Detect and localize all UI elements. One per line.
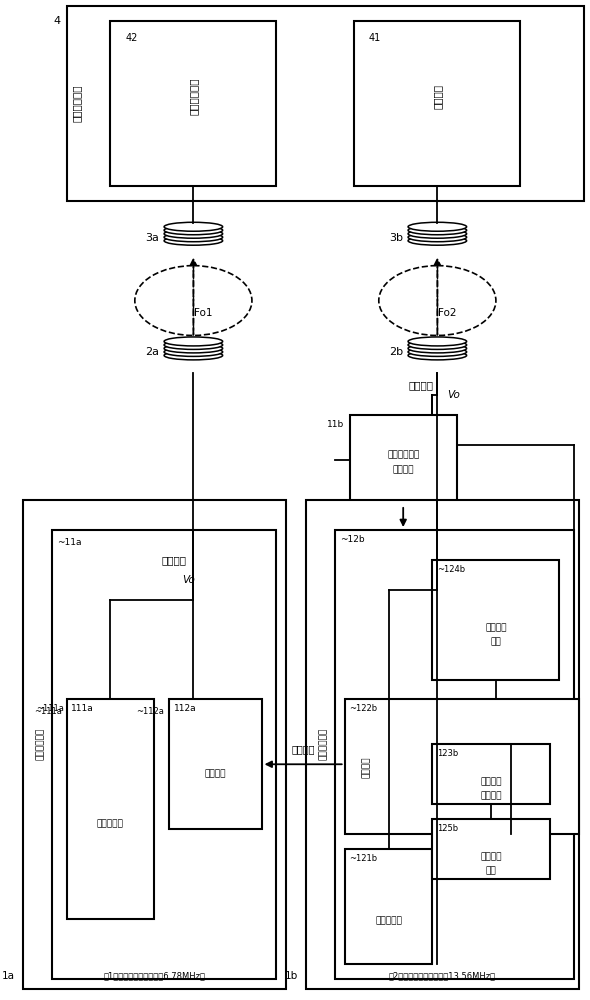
Text: ~11a: ~11a — [57, 538, 81, 547]
Ellipse shape — [164, 340, 222, 349]
Ellipse shape — [164, 337, 222, 346]
FancyBboxPatch shape — [345, 699, 579, 834]
Text: ~112a: ~112a — [136, 707, 164, 716]
Text: 4: 4 — [53, 16, 60, 26]
Text: Fo1: Fo1 — [194, 308, 212, 318]
Text: ~12b: ~12b — [340, 535, 365, 544]
FancyBboxPatch shape — [22, 500, 286, 989]
Text: 控制模式: 控制模式 — [480, 778, 502, 787]
Text: 控制信号: 控制信号 — [291, 744, 315, 754]
Ellipse shape — [164, 347, 222, 356]
Text: ~121b: ~121b — [349, 854, 378, 863]
Ellipse shape — [408, 344, 467, 353]
FancyBboxPatch shape — [67, 699, 155, 919]
Text: 2a: 2a — [145, 347, 159, 357]
FancyBboxPatch shape — [306, 500, 579, 989]
Text: 111a: 111a — [71, 704, 94, 713]
Text: 第1谐振型发送电源装置（6.78MHz）: 第1谐振型发送电源装置（6.78MHz） — [103, 972, 205, 981]
Text: 接收电源装置: 接收电源装置 — [71, 85, 81, 122]
Text: 41: 41 — [369, 33, 381, 43]
FancyBboxPatch shape — [432, 819, 549, 879]
Text: ~111a: ~111a — [34, 707, 61, 716]
Ellipse shape — [408, 222, 467, 231]
FancyBboxPatch shape — [67, 6, 584, 201]
Text: 逆变器电路: 逆变器电路 — [97, 820, 124, 829]
Text: Vo: Vo — [447, 390, 460, 400]
Text: 异物检测: 异物检测 — [485, 623, 507, 632]
Text: 控制电路: 控制电路 — [205, 770, 226, 779]
Ellipse shape — [408, 340, 467, 349]
Text: 3b: 3b — [389, 233, 404, 243]
FancyBboxPatch shape — [349, 415, 457, 505]
Text: 电源控制电路: 电源控制电路 — [319, 728, 327, 760]
Ellipse shape — [164, 344, 222, 353]
Text: 电源控制电路: 电源控制电路 — [35, 728, 45, 760]
Ellipse shape — [164, 222, 222, 231]
Ellipse shape — [408, 226, 467, 235]
Text: Vo: Vo — [182, 575, 195, 585]
Text: 2b: 2b — [389, 347, 404, 357]
Ellipse shape — [408, 236, 467, 245]
Ellipse shape — [408, 229, 467, 238]
Text: 125b: 125b — [437, 824, 458, 833]
Text: 输电线路电路: 输电线路电路 — [188, 77, 198, 115]
Text: 11b: 11b — [327, 420, 345, 429]
Text: 起动电路: 起动电路 — [432, 84, 442, 109]
Text: 检测电路: 检测电路 — [392, 466, 414, 475]
Ellipse shape — [164, 229, 222, 238]
FancyBboxPatch shape — [52, 530, 276, 979]
Text: 1a: 1a — [2, 971, 15, 981]
Text: Fo2: Fo2 — [438, 308, 456, 318]
Text: 存储电路: 存储电路 — [480, 792, 502, 801]
Text: 逆变器电路: 逆变器电路 — [375, 917, 402, 926]
Text: 输出电压: 输出电压 — [161, 555, 186, 565]
Text: 电力控制: 电力控制 — [480, 853, 502, 862]
Text: 控制电路: 控制电路 — [362, 756, 371, 778]
Text: 第2谐振型发送电源装置（13.56MHz）: 第2谐振型发送电源装置（13.56MHz） — [389, 972, 496, 981]
Text: 123b: 123b — [437, 749, 458, 758]
Text: ~122b: ~122b — [349, 704, 378, 713]
Ellipse shape — [408, 233, 467, 242]
Ellipse shape — [164, 226, 222, 235]
Text: 42: 42 — [125, 33, 137, 43]
Ellipse shape — [164, 351, 222, 360]
Ellipse shape — [408, 347, 467, 356]
FancyBboxPatch shape — [432, 560, 559, 680]
Text: 3a: 3a — [146, 233, 159, 243]
FancyBboxPatch shape — [432, 744, 549, 804]
Text: 112a: 112a — [174, 704, 196, 713]
Text: 输出电压: 输出电压 — [408, 380, 433, 390]
Text: ~124b: ~124b — [437, 565, 466, 574]
Ellipse shape — [164, 233, 222, 242]
FancyBboxPatch shape — [169, 699, 262, 829]
FancyBboxPatch shape — [345, 849, 432, 964]
Text: 1b: 1b — [284, 971, 298, 981]
FancyBboxPatch shape — [355, 21, 520, 186]
Text: 发送电力状态: 发送电力状态 — [387, 451, 419, 460]
Ellipse shape — [408, 337, 467, 346]
Text: 电路: 电路 — [490, 637, 502, 646]
Ellipse shape — [164, 236, 222, 245]
Text: ~111a: ~111a — [36, 704, 64, 713]
FancyBboxPatch shape — [335, 530, 574, 979]
Ellipse shape — [408, 351, 467, 360]
FancyBboxPatch shape — [110, 21, 276, 186]
Text: 电路: 电路 — [486, 866, 496, 875]
